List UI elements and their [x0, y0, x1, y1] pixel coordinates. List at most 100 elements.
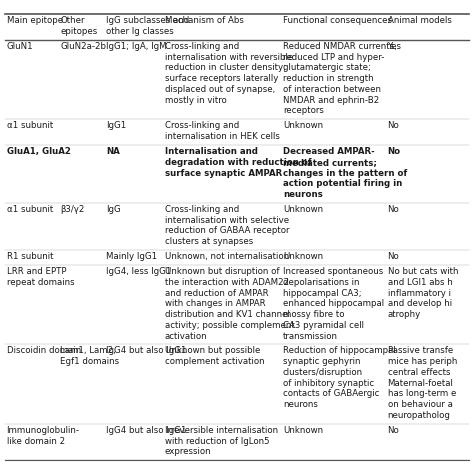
Text: on behaviour a: on behaviour a	[388, 400, 452, 409]
Text: with changes in AMPAR: with changes in AMPAR	[164, 299, 265, 308]
Text: contacts of GABAergic: contacts of GABAergic	[283, 390, 379, 399]
Text: depolarisations in: depolarisations in	[283, 278, 359, 287]
Text: Increased spontaneous: Increased spontaneous	[283, 267, 383, 276]
Text: internalisation in HEK cells: internalisation in HEK cells	[164, 132, 279, 141]
Text: IgG: IgG	[107, 205, 121, 214]
Text: of inhibitory synaptic: of inhibitory synaptic	[283, 379, 374, 388]
Text: Cross-linking and: Cross-linking and	[164, 42, 239, 51]
Text: No: No	[388, 205, 399, 214]
Text: distribution and KV1 channel: distribution and KV1 channel	[164, 310, 290, 319]
Text: No: No	[388, 252, 399, 261]
Text: GluN2a-2b: GluN2a-2b	[60, 42, 106, 51]
Text: repeat domains: repeat domains	[7, 278, 74, 287]
Text: Egf1 domains: Egf1 domains	[60, 357, 119, 366]
Text: Unknown: Unknown	[283, 426, 323, 435]
Text: displaced out of synapse,: displaced out of synapse,	[164, 85, 275, 94]
Text: Reduction of hippocampal: Reduction of hippocampal	[283, 346, 396, 356]
Text: like domain 2: like domain 2	[7, 437, 65, 446]
Text: Main epitope: Main epitope	[7, 16, 63, 25]
Text: Lam1, Lam2,: Lam1, Lam2,	[60, 346, 116, 356]
Text: NMDAR and ephrin-B2: NMDAR and ephrin-B2	[283, 96, 379, 105]
Text: neurons: neurons	[283, 400, 318, 409]
Text: No: No	[388, 426, 399, 435]
Text: internalisation with reversible: internalisation with reversible	[164, 53, 293, 62]
Text: Cross-linking and: Cross-linking and	[164, 205, 239, 214]
Text: mossy fibre to: mossy fibre to	[283, 310, 345, 319]
Text: with reduction of IgLon5: with reduction of IgLon5	[164, 437, 269, 446]
Text: central effects: central effects	[388, 368, 450, 377]
Text: LRR and EPTP: LRR and EPTP	[7, 267, 66, 276]
Text: other Ig classes: other Ig classes	[107, 27, 174, 36]
Text: mice has periph: mice has periph	[388, 357, 457, 366]
Text: glutamatergic state;: glutamatergic state;	[283, 64, 371, 73]
Text: Passive transfe: Passive transfe	[388, 346, 453, 356]
Text: enhanced hippocampal: enhanced hippocampal	[283, 299, 384, 308]
Text: No: No	[388, 147, 401, 156]
Text: complement activation: complement activation	[164, 357, 264, 366]
Text: mediated currents;: mediated currents;	[283, 158, 377, 167]
Text: Other: Other	[60, 16, 84, 25]
Text: activity; possible complement: activity; possible complement	[164, 321, 294, 330]
Text: and develop hi: and develop hi	[388, 299, 452, 308]
Text: transmission: transmission	[283, 331, 338, 340]
Text: Yes: Yes	[388, 42, 401, 51]
Text: surface synaptic AMPAR: surface synaptic AMPAR	[164, 169, 282, 178]
Text: degradation with reduction of: degradation with reduction of	[164, 158, 311, 167]
Text: receptors: receptors	[283, 107, 324, 116]
Text: reduction of GABAA receptor: reduction of GABAA receptor	[164, 227, 289, 236]
Text: α1 subunit: α1 subunit	[7, 121, 53, 130]
Text: reduction in strength: reduction in strength	[283, 74, 374, 83]
Text: Unknown: Unknown	[283, 252, 323, 261]
Text: α1 subunit: α1 subunit	[7, 205, 53, 214]
Text: Reduced NMDAR currents,: Reduced NMDAR currents,	[283, 42, 397, 51]
Text: inflammatory i: inflammatory i	[388, 289, 450, 298]
Text: synaptic gephyrin: synaptic gephyrin	[283, 357, 361, 366]
Text: reduced LTP and hyper-: reduced LTP and hyper-	[283, 53, 384, 62]
Text: expression: expression	[164, 447, 211, 456]
Text: clusters/disruption: clusters/disruption	[283, 368, 363, 377]
Text: neurons: neurons	[283, 190, 323, 199]
Text: IgG1; IgA, IgM: IgG1; IgA, IgM	[107, 42, 167, 51]
Text: atrophy: atrophy	[388, 310, 421, 319]
Text: internalisation with selective: internalisation with selective	[164, 216, 289, 225]
Text: Unknown: Unknown	[283, 121, 323, 130]
Text: action potential firing in: action potential firing in	[283, 179, 402, 188]
Text: Unknown: Unknown	[283, 205, 323, 214]
Text: No: No	[388, 121, 399, 130]
Text: has long-term e: has long-term e	[388, 390, 456, 399]
Text: No but cats with: No but cats with	[388, 267, 458, 276]
Text: the interaction with ADAM22: the interaction with ADAM22	[164, 278, 289, 287]
Text: GluA1, GluA2: GluA1, GluA2	[7, 147, 71, 156]
Text: IgG4 but also IgG1: IgG4 but also IgG1	[107, 346, 187, 356]
Text: and reduction of AMPAR: and reduction of AMPAR	[164, 289, 268, 298]
Text: β3/γ2: β3/γ2	[60, 205, 84, 214]
Text: neuropatholog: neuropatholog	[388, 411, 450, 420]
Text: and LGI1 abs h: and LGI1 abs h	[388, 278, 452, 287]
Text: IgG subclasses and: IgG subclasses and	[107, 16, 190, 25]
Text: IgG1: IgG1	[107, 121, 127, 130]
Text: Discoidin domain: Discoidin domain	[7, 346, 81, 356]
Text: clusters at synapses: clusters at synapses	[164, 237, 253, 246]
Text: Internalisation and: Internalisation and	[164, 147, 257, 156]
Text: GluN1: GluN1	[7, 42, 33, 51]
Text: mostly in vitro: mostly in vitro	[164, 96, 226, 105]
Text: Mechanism of Abs: Mechanism of Abs	[164, 16, 244, 25]
Text: Unknown but possible: Unknown but possible	[164, 346, 260, 356]
Text: Irreversible internalisation: Irreversible internalisation	[164, 426, 278, 435]
Text: Decreased AMPAR-: Decreased AMPAR-	[283, 147, 375, 156]
Text: hippocampal CA3;: hippocampal CA3;	[283, 289, 362, 298]
Text: changes in the pattern of: changes in the pattern of	[283, 169, 407, 178]
Text: epitopes: epitopes	[60, 27, 97, 36]
Text: of interaction between: of interaction between	[283, 85, 381, 94]
Text: NA: NA	[107, 147, 120, 156]
Text: Unknown but disruption of: Unknown but disruption of	[164, 267, 279, 276]
Text: Cross-linking and: Cross-linking and	[164, 121, 239, 130]
Text: Mainly IgG1: Mainly IgG1	[107, 252, 157, 261]
Text: IgG4 but also IgG1: IgG4 but also IgG1	[107, 426, 187, 435]
Text: Functional consequences: Functional consequences	[283, 16, 392, 25]
Text: surface receptors laterally: surface receptors laterally	[164, 74, 278, 83]
Text: IgG4, less IgG1: IgG4, less IgG1	[107, 267, 172, 276]
Text: reduction in cluster density;: reduction in cluster density;	[164, 64, 285, 73]
Text: Immunoglobulin-: Immunoglobulin-	[7, 426, 80, 435]
Text: Unknown, not internalisation: Unknown, not internalisation	[164, 252, 289, 261]
